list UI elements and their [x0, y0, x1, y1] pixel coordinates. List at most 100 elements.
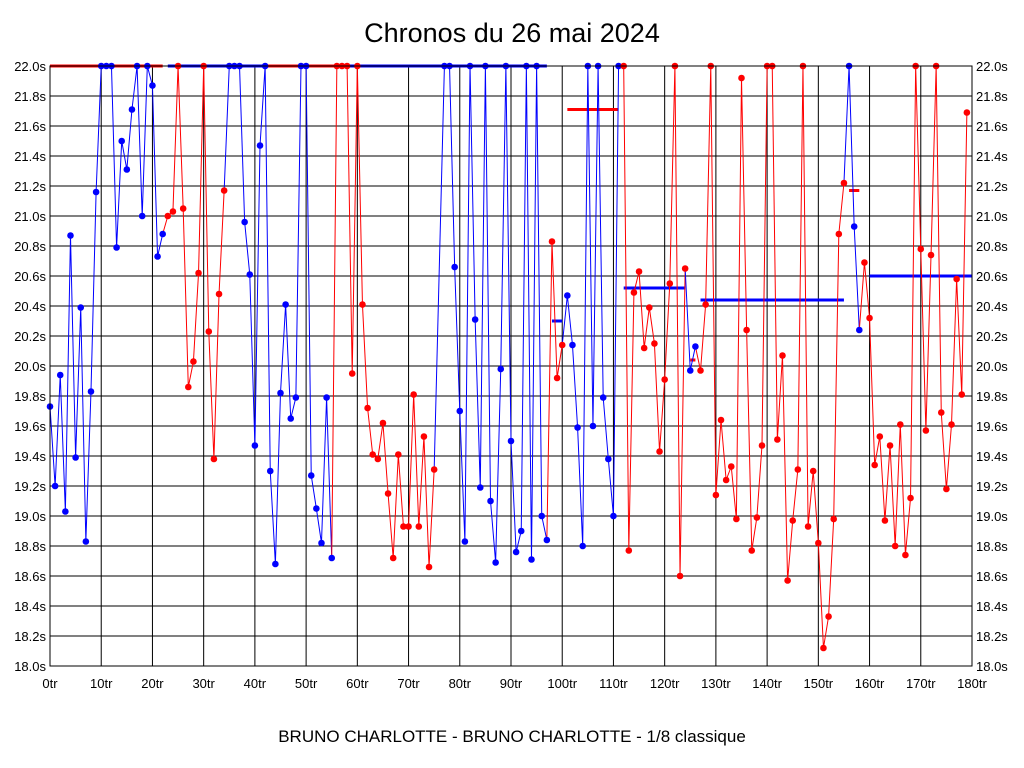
data-point-blue [56, 371, 64, 379]
y-tick-label-left: 19.8s [14, 389, 46, 404]
y-tick-label-left: 22.0s [14, 59, 46, 74]
data-point-red [840, 179, 848, 187]
data-point-red [676, 572, 684, 580]
series-line-red [162, 65, 225, 460]
series-line-blue [684, 268, 696, 371]
data-point-red [789, 517, 797, 524]
data-point-red [804, 523, 812, 530]
y-tick-label-right: 20.0s [976, 359, 1008, 374]
data-point-blue [282, 301, 289, 308]
data-point-red [179, 205, 187, 212]
data-point-red [943, 485, 950, 493]
data-point-red [666, 280, 674, 287]
y-tick-label-left: 21.8s [14, 89, 46, 104]
data-point-red [927, 251, 935, 259]
y-tick-label-right: 19.0s [976, 509, 1008, 524]
data-point-blue [154, 253, 161, 260]
y-tick-label-right: 18.0s [976, 659, 1008, 674]
data-point-red [917, 245, 925, 253]
data-point-red [717, 416, 725, 424]
data-point-blue [507, 437, 515, 445]
data-point-red [861, 259, 868, 266]
data-point-red [384, 490, 392, 497]
data-point-red [727, 463, 735, 470]
data-point-red [635, 268, 643, 275]
data-point-red [553, 374, 561, 382]
data-point-blue [686, 367, 694, 374]
x-tick-label: 50tr [295, 676, 318, 691]
data-point-blue [323, 394, 330, 401]
data-point-blue [62, 508, 69, 515]
data-point-red [891, 542, 899, 550]
data-point-blue [92, 188, 100, 196]
x-tick-label: 140tr [752, 676, 782, 691]
data-point-red [400, 523, 407, 530]
data-point-blue [528, 556, 535, 563]
data-point-red [881, 517, 889, 524]
data-point-red [871, 461, 878, 469]
plot-frame [49, 65, 973, 667]
data-point-blue [251, 442, 259, 449]
data-point-red [886, 442, 894, 449]
y-tick-label-right: 22.0s [976, 59, 1008, 74]
data-point-red [815, 539, 822, 547]
data-point-red [420, 433, 428, 440]
y-tick-label-left: 18.0s [14, 659, 46, 674]
tick-labels: 18.0s 18.0s 18.2s 18.2s 18.4s 18.4s 18.6s 18.6s… [14, 59, 1008, 691]
data-point-blue [123, 166, 131, 173]
y-tick-label-right: 21.4s [976, 149, 1008, 164]
y-tick-label-left: 19.4s [14, 449, 46, 464]
y-tick-label-right: 20.6s [976, 269, 1008, 284]
data-point-blue [128, 106, 136, 113]
data-point-blue [579, 542, 587, 550]
x-tick-label: 130tr [701, 676, 731, 691]
data-point-blue [487, 497, 494, 505]
data-point-blue [113, 244, 120, 251]
x-tick-label: 160tr [855, 676, 885, 691]
data-point-red [876, 433, 884, 440]
y-tick-label-right: 21.8s [976, 89, 1008, 104]
y-tick-label-left: 18.4s [14, 599, 46, 614]
data-point-blue [318, 539, 325, 547]
y-tick-label-right: 18.2s [976, 629, 1008, 644]
series-line-blue [433, 65, 548, 563]
data-point-blue [497, 365, 505, 373]
data-point-blue [512, 548, 520, 556]
data-point-blue [82, 538, 90, 545]
y-tick-label-right: 20.4s [976, 299, 1008, 314]
data-point-blue [589, 422, 597, 430]
data-point-blue [272, 560, 279, 568]
x-tick-label: 80tr [449, 676, 472, 691]
series-lines [49, 65, 968, 649]
data-point-blue [692, 343, 699, 350]
y-tick-label-right: 19.6s [976, 419, 1008, 434]
y-tick-label-right: 19.2s [976, 479, 1008, 494]
data-point-blue [118, 137, 126, 145]
data-point-red [348, 370, 356, 377]
data-point-red [958, 391, 966, 398]
y-tick-label-right: 19.8s [976, 389, 1008, 404]
data-point-red [430, 466, 438, 473]
y-tick-label-left: 20.0s [14, 359, 46, 374]
series-line-red [858, 65, 968, 556]
data-point-blue [307, 472, 315, 479]
y-tick-label-left: 19.2s [14, 479, 46, 494]
x-tick-label: 170tr [906, 676, 936, 691]
data-point-red [425, 563, 433, 571]
data-point-red [784, 577, 791, 584]
data-point-blue [605, 455, 612, 463]
data-point-blue [451, 263, 458, 271]
data-point-red [820, 644, 827, 652]
data-point-red [794, 466, 802, 473]
data-point-red [395, 451, 402, 458]
data-point-blue [456, 407, 464, 415]
data-point-blue [574, 424, 581, 431]
data-point-blue [292, 394, 300, 401]
y-tick-label-right: 21.2s [976, 179, 1008, 194]
data-point-red [369, 451, 377, 458]
data-point-red [405, 523, 412, 530]
data-point-red [220, 187, 228, 194]
data-point-red [195, 269, 202, 277]
data-point-red [953, 275, 960, 283]
